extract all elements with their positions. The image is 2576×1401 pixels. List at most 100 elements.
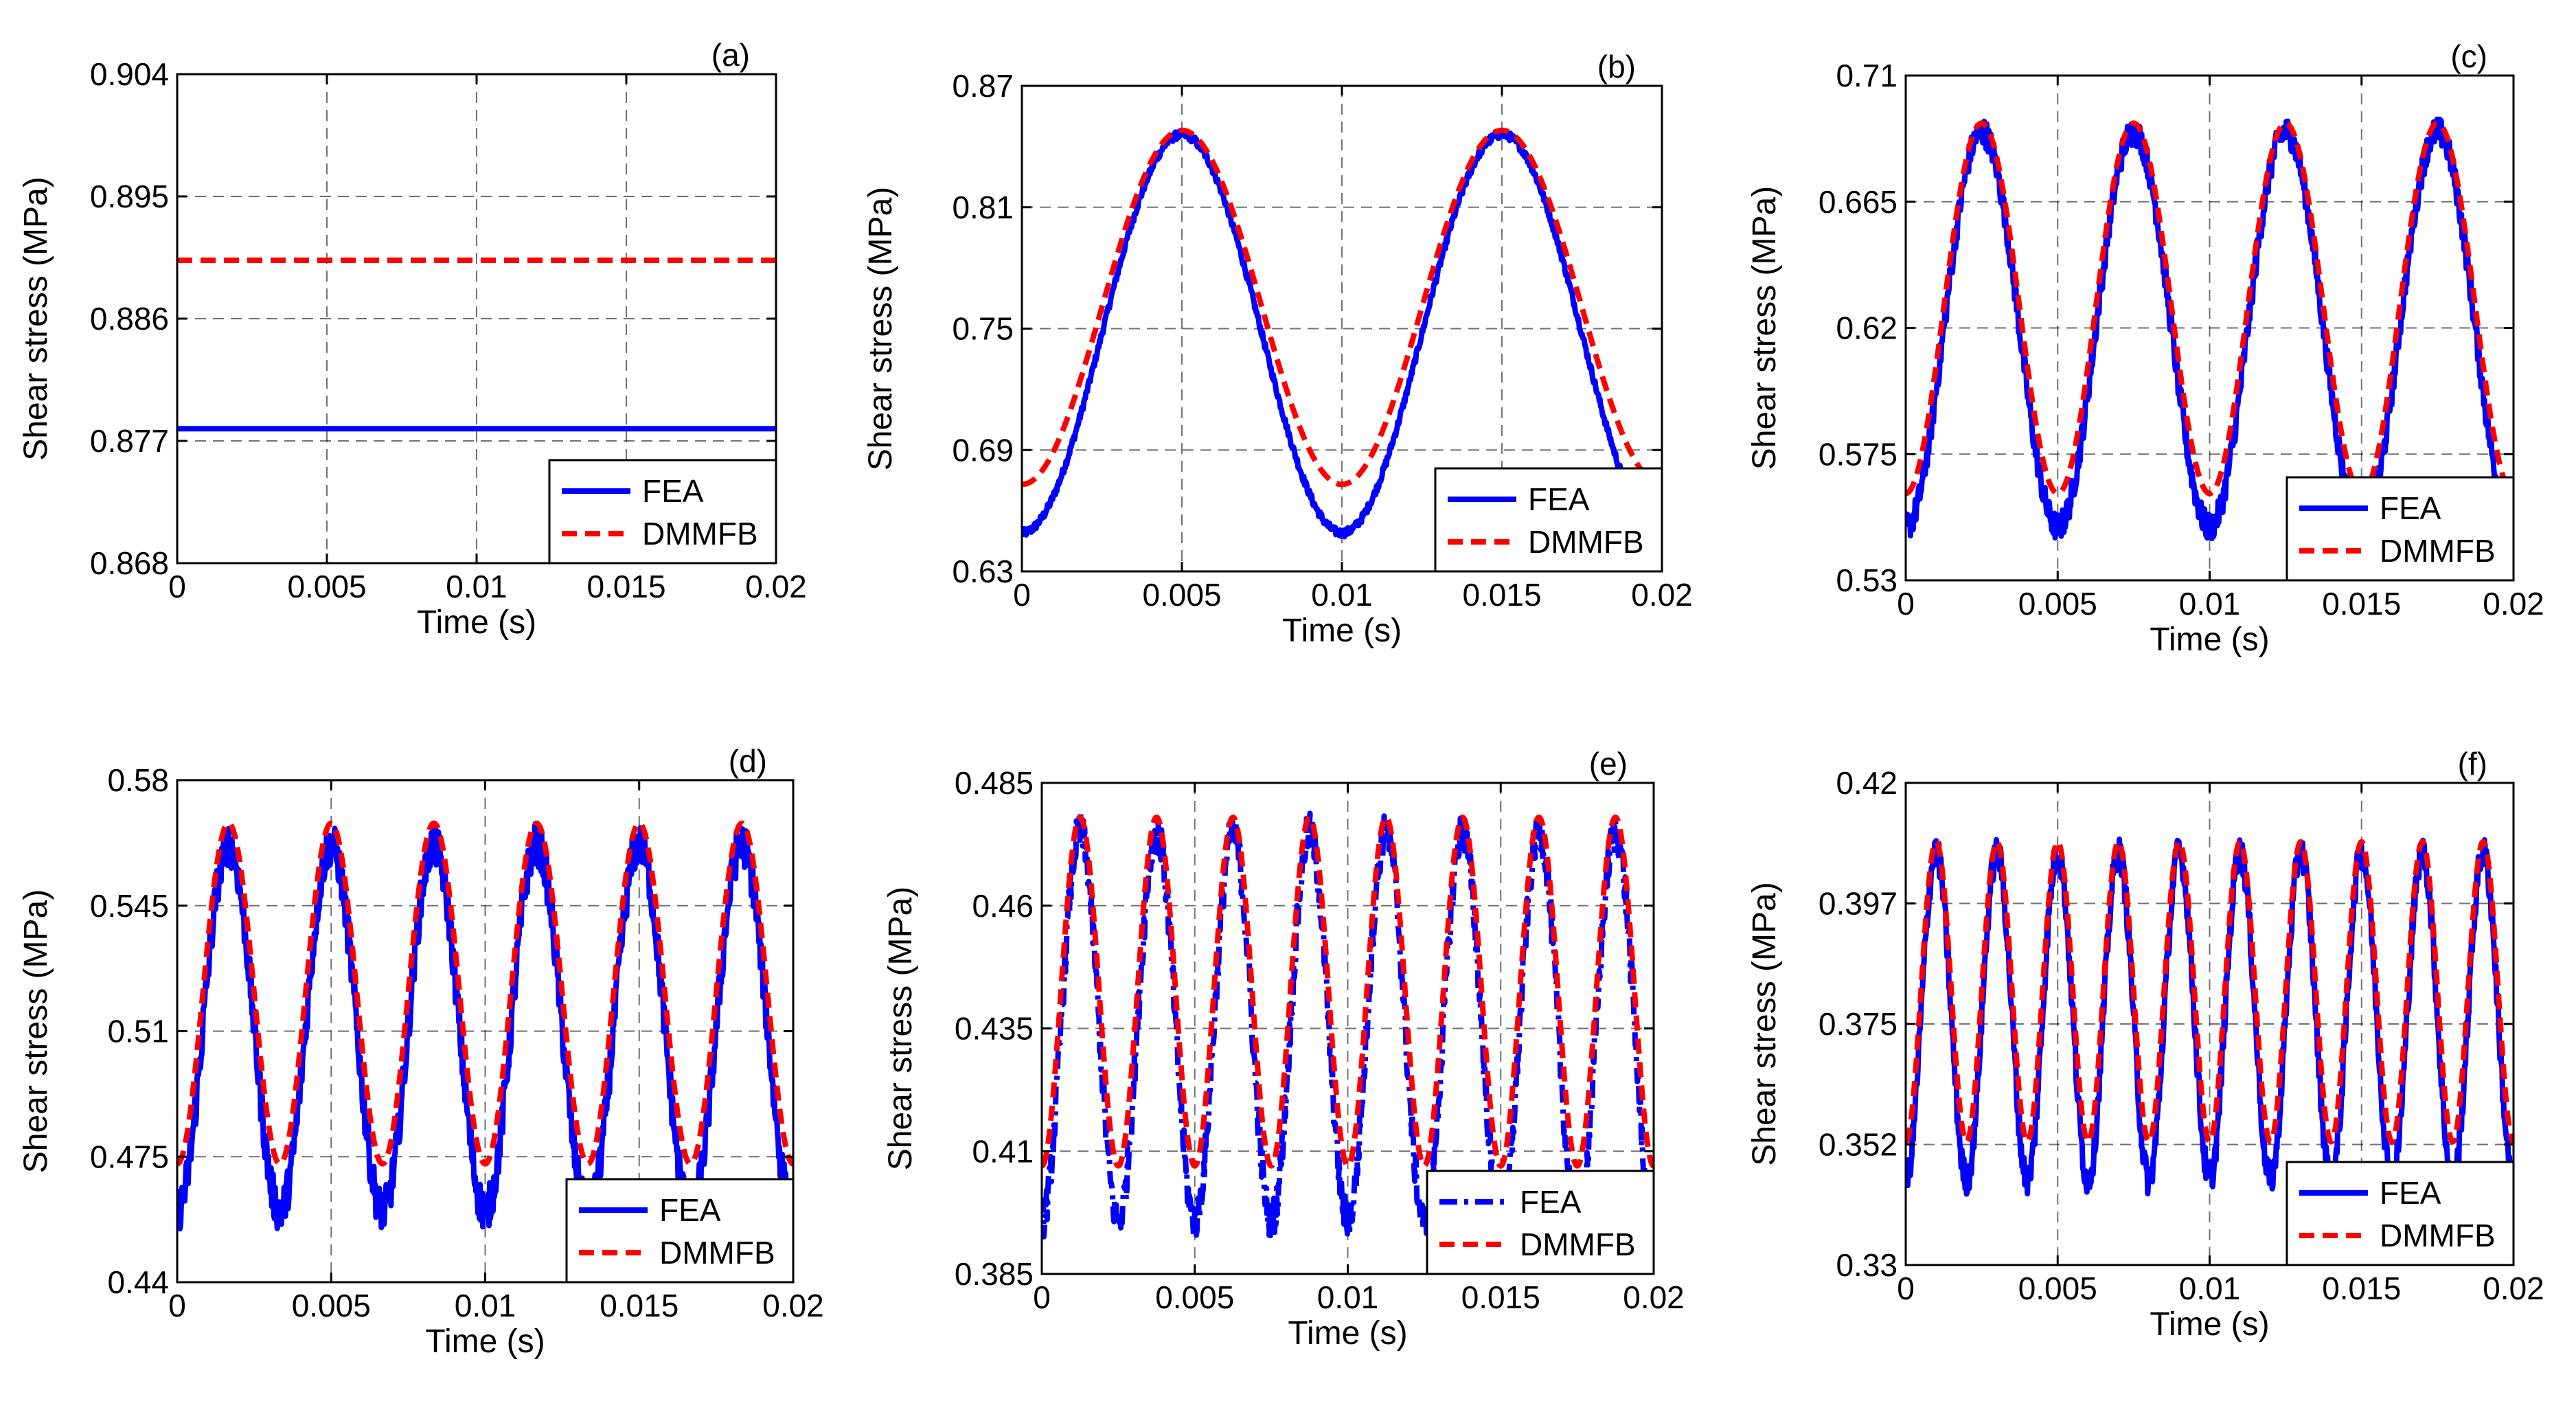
panel-label: (d) <box>729 743 767 779</box>
x-tick-label: 0.02 <box>745 569 807 604</box>
y-tick-label: 0.41 <box>972 1133 1034 1169</box>
y-tick-label: 0.69 <box>952 432 1014 468</box>
y-tick-label: 0.485 <box>955 765 1034 801</box>
legend-box <box>2286 1161 2515 1266</box>
x-tick-label: 0.01 <box>2179 586 2241 622</box>
legend: FEA DMMFB <box>2286 1161 2515 1266</box>
y-tick-label: 0.51 <box>107 1014 169 1049</box>
x-tick-label: 0 <box>1013 577 1031 613</box>
legend: FEA DMMFB <box>565 1178 795 1284</box>
y-tick-label: 0.62 <box>1836 310 1897 346</box>
series-dmmfb-line <box>1906 120 2514 497</box>
x-axis-label: Time (s) <box>1288 1315 1407 1352</box>
y-tick-label: 0.75 <box>952 311 1014 347</box>
panel-a: 0 0.005 0.01 0.015 0.02 0.868 0.877 0.886 0.895 0… <box>18 37 807 641</box>
panel-f: 0 0.005 0.01 0.015 0.02 0.33 0.352 0.375 0.397 0.… <box>1746 746 2544 1343</box>
x-tick-label: 0.005 <box>292 1288 371 1323</box>
panel-label: (a) <box>711 37 750 73</box>
x-tick-label: 0.02 <box>2483 586 2544 622</box>
legend-label-dmmfb: DMMFB <box>2380 1218 2496 1253</box>
x-tick-label: 0 <box>168 569 186 604</box>
legend-label-dmmfb: DMMFB <box>659 1235 775 1271</box>
legend-label-fea: FEA <box>2380 1175 2441 1211</box>
legend-box <box>1426 1170 1655 1275</box>
panel-label: (e) <box>1589 746 1628 782</box>
x-tick-label: 0 <box>168 1288 186 1323</box>
panel-label: (b) <box>1597 49 1636 84</box>
x-tick-label: 0.01 <box>455 1288 516 1323</box>
x-axis-label: Time (s) <box>2150 622 2269 658</box>
x-tick-label: 0 <box>1897 586 1915 622</box>
legend-box <box>1434 467 1663 573</box>
y-tick-label: 0.375 <box>1819 1006 1897 1042</box>
legend-box <box>548 459 777 565</box>
x-tick-label: 0.005 <box>2018 1271 2097 1306</box>
legend: FEA DMMFB <box>1434 467 1663 573</box>
legend-label-dmmfb: DMMFB <box>2380 533 2496 569</box>
y-tick-label: 0.575 <box>1819 436 1897 472</box>
legend-label-dmmfb: DMMFB <box>1520 1227 1636 1262</box>
x-tick-label: 0.015 <box>2322 1271 2401 1306</box>
series-fea-line <box>1022 127 1662 540</box>
x-tick-label: 0.01 <box>1311 577 1373 613</box>
panel-d: 0 0.005 0.01 0.015 0.02 0.44 0.475 0.51 0.545 0.5… <box>18 743 824 1360</box>
legend-label-dmmfb: DMMFB <box>1528 524 1644 560</box>
legend-label-fea: FEA <box>642 473 704 509</box>
legend: FEA DMMFB <box>548 459 777 565</box>
y-tick-label: 0.868 <box>90 545 169 581</box>
y-tick-label: 0.33 <box>1836 1247 1897 1283</box>
x-tick-label: 0.01 <box>1317 1279 1379 1315</box>
y-tick-label: 0.545 <box>90 888 169 924</box>
x-tick-label: 0 <box>1897 1271 1915 1306</box>
legend-box <box>565 1178 795 1284</box>
y-tick-label: 0.665 <box>1819 184 1897 220</box>
x-tick-label: 0.015 <box>586 569 665 604</box>
panel-e: 0 0.005 0.01 0.015 0.02 0.385 0.41 0.435 0.46 0.4… <box>882 746 1685 1352</box>
y-tick-label: 0.46 <box>972 888 1034 924</box>
legend-label-dmmfb: DMMFB <box>642 516 758 551</box>
panel-b: 0 0.005 0.01 0.015 0.02 0.63 0.69 0.75 0.81 0.87 T… <box>863 49 1693 649</box>
series-dmmfb-line <box>177 820 793 1167</box>
x-tick-label: 0.02 <box>1623 1279 1685 1315</box>
x-tick-label: 0.005 <box>287 569 366 604</box>
x-tick-label: 0.02 <box>762 1288 824 1323</box>
legend: FEA DMMFB <box>2286 476 2515 582</box>
y-tick-label: 0.385 <box>955 1256 1034 1292</box>
x-tick-label: 0 <box>1033 1279 1051 1315</box>
legend-label-fea: FEA <box>1520 1184 1582 1220</box>
series-dmmfb-line <box>1022 127 1662 488</box>
x-tick-label: 0.02 <box>1631 577 1693 613</box>
legend-label-fea: FEA <box>2380 490 2441 526</box>
x-tick-label: 0.01 <box>2179 1271 2241 1306</box>
series-fea-line <box>1906 116 2514 541</box>
y-tick-label: 0.475 <box>90 1139 169 1174</box>
y-axis-label: Shear stress (MPa) <box>1746 186 1783 470</box>
panel-label: (f) <box>2458 746 2487 782</box>
x-axis-label: Time (s) <box>425 1323 545 1360</box>
y-axis-label: Shear stress (MPa) <box>863 187 899 470</box>
y-axis-label: Shear stress (MPa) <box>18 176 54 460</box>
series-fea-line <box>177 821 793 1232</box>
y-tick-label: 0.877 <box>90 423 169 459</box>
x-axis-label: Time (s) <box>1282 613 1402 649</box>
legend-label-fea: FEA <box>1528 481 1590 517</box>
x-tick-label: 0.015 <box>1462 577 1541 613</box>
y-tick-label: 0.44 <box>107 1264 169 1300</box>
legend-box <box>2286 476 2515 582</box>
series-dmmfb-line <box>1042 815 1654 1169</box>
y-tick-label: 0.352 <box>1819 1127 1897 1163</box>
x-tick-label: 0.02 <box>2483 1271 2544 1306</box>
x-tick-label: 0.015 <box>600 1288 679 1323</box>
x-tick-label: 0.015 <box>1461 1279 1540 1315</box>
x-tick-label: 0.005 <box>2018 586 2097 622</box>
panel-label: (c) <box>2450 38 2487 74</box>
x-tick-label: 0.005 <box>1155 1279 1234 1315</box>
y-tick-label: 0.63 <box>952 554 1014 589</box>
y-tick-label: 0.904 <box>90 56 169 92</box>
y-tick-label: 0.886 <box>90 301 169 337</box>
legend-label-fea: FEA <box>659 1192 721 1228</box>
x-tick-label: 0.01 <box>446 569 508 604</box>
series-dmmfb-line <box>1906 839 2514 1145</box>
x-tick-label: 0.015 <box>2322 586 2401 622</box>
